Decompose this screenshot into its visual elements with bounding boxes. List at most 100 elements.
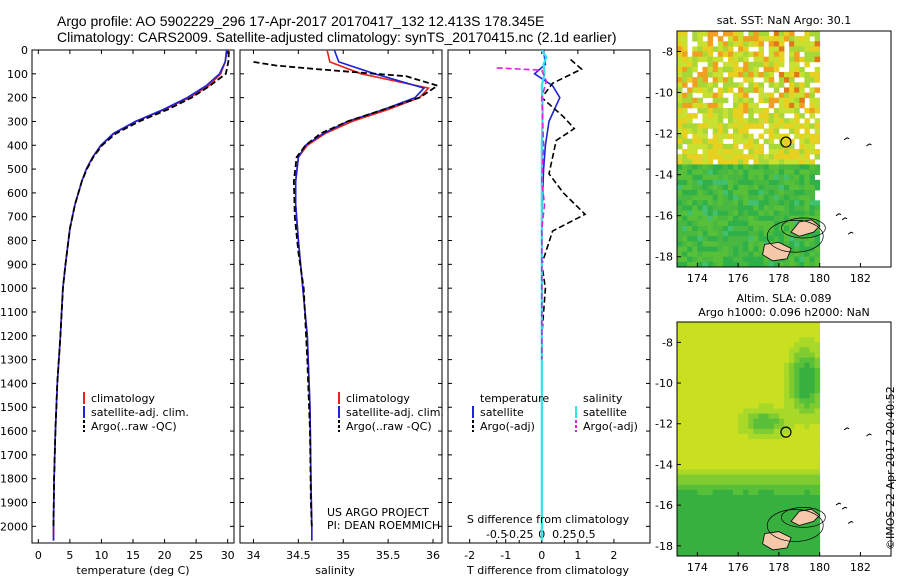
- map-cell: [773, 143, 780, 150]
- map-cell: [717, 154, 724, 160]
- map-cell: [809, 123, 815, 129]
- map-cell: [728, 413, 734, 420]
- map-cell: [733, 149, 739, 155]
- small-island: [835, 213, 842, 217]
- map-cell: [758, 444, 764, 450]
- map-cell: [748, 241, 754, 247]
- map-cell: [789, 66, 795, 73]
- map-cell: [784, 138, 790, 145]
- map-cell: [814, 149, 821, 155]
- map-cell: [712, 154, 719, 160]
- series-line-argo-raw-qc-: [52, 51, 230, 527]
- map-cell: [743, 428, 749, 435]
- map-cell: [768, 413, 775, 420]
- map-cell: [814, 423, 821, 430]
- map-cell: [728, 469, 734, 475]
- map-cell: [794, 149, 800, 155]
- map-cell: [738, 138, 744, 145]
- map-cell: [789, 77, 795, 83]
- map-cell: [692, 97, 698, 104]
- map-cell: [809, 251, 815, 258]
- map-cell: [722, 398, 729, 404]
- map-cell: [773, 82, 780, 88]
- y-tick-label: -16: [655, 499, 673, 512]
- map-cell: [794, 449, 800, 455]
- map-cell: [768, 332, 775, 338]
- map-cell: [697, 200, 703, 206]
- map-cell: [784, 444, 790, 450]
- map-cell: [773, 337, 780, 343]
- map-cell: [753, 41, 759, 47]
- map-cell: [682, 133, 688, 140]
- map-cell: [778, 398, 785, 404]
- map-cell: [773, 164, 780, 170]
- y-tick-label: 600: [7, 187, 28, 200]
- map-cell: [814, 444, 821, 450]
- map-cell: [809, 138, 815, 145]
- map-cell: [809, 184, 815, 191]
- map-cell: [722, 505, 729, 511]
- map-cell: [692, 444, 698, 450]
- map-cell: [748, 118, 754, 124]
- map-cell: [677, 454, 683, 460]
- map-cell: [697, 515, 703, 521]
- map-cell: [804, 413, 810, 420]
- map-cell: [794, 484, 800, 491]
- map-cell: [778, 174, 785, 181]
- map-cell: [692, 56, 698, 63]
- map-cell: [784, 154, 790, 160]
- map-cell: [794, 403, 800, 409]
- map-cell: [799, 423, 805, 430]
- map-cell: [697, 231, 703, 237]
- map-cell: [763, 169, 770, 175]
- map-cell: [809, 540, 815, 547]
- map-cell: [748, 251, 754, 258]
- map-cell: [748, 123, 754, 129]
- legend-argo-label: Argo(..raw -QC): [91, 420, 177, 433]
- map-cell: [814, 41, 821, 47]
- map-cell: [738, 200, 744, 206]
- map-cell: [743, 515, 749, 521]
- map-cell: [809, 190, 815, 196]
- map-cell: [773, 495, 780, 501]
- map-cell: [722, 87, 729, 93]
- map-cell: [682, 500, 688, 506]
- map-cell: [753, 545, 759, 552]
- map-cell: [733, 449, 739, 455]
- map-cell: [707, 403, 714, 409]
- map-cell: [773, 484, 780, 491]
- map-cell: [717, 251, 724, 258]
- map-cell: [687, 484, 693, 491]
- map-cell: [809, 479, 815, 486]
- map-cell: [697, 190, 703, 196]
- map-cell: [794, 469, 800, 475]
- map-cell: [702, 87, 708, 93]
- map-cell: [758, 515, 764, 521]
- map-cell: [768, 190, 775, 196]
- map-cell: [707, 464, 714, 470]
- map-cell: [712, 92, 719, 99]
- map-cell: [707, 484, 714, 491]
- map-cell: [794, 200, 800, 206]
- map-cell: [784, 220, 790, 227]
- map-cell: [758, 332, 764, 338]
- map-cell: [733, 231, 739, 237]
- map-cell: [789, 179, 795, 186]
- map-cell: [809, 469, 815, 475]
- map-cell: [778, 169, 785, 175]
- map-cell: [784, 241, 790, 247]
- map-cell: [738, 87, 744, 93]
- map-cell: [722, 322, 729, 328]
- map-cell: [692, 66, 698, 73]
- map-cell: [692, 469, 698, 475]
- map-cell: [773, 372, 780, 379]
- map-cell: [717, 246, 724, 252]
- map-cell: [717, 332, 724, 338]
- map-cell: [717, 128, 724, 134]
- map-cell: [733, 530, 739, 537]
- map-cell: [728, 489, 734, 496]
- map-cell: [692, 342, 698, 348]
- map-cell: [697, 545, 703, 552]
- sla-map-axes: [676, 321, 892, 557]
- map-cell: [687, 256, 693, 263]
